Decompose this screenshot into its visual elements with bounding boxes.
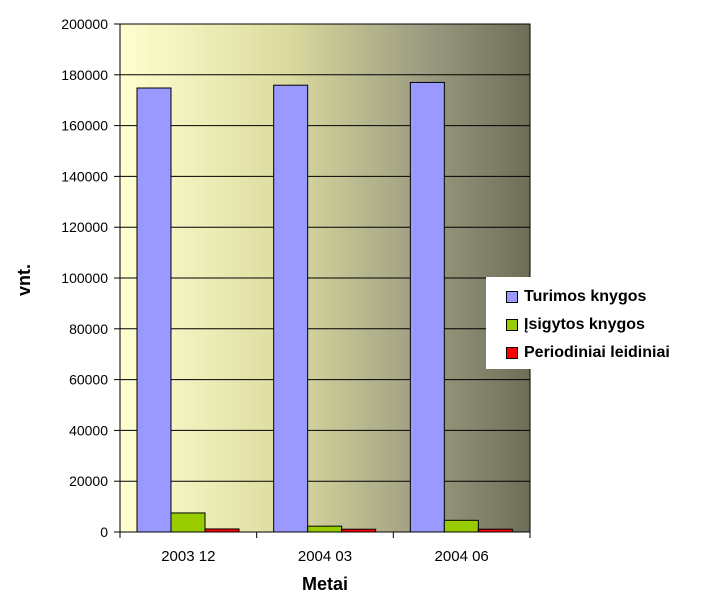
legend-item-turimos: Turimos knygos bbox=[506, 287, 646, 307]
x-axis-title: Metai bbox=[302, 574, 348, 594]
bar bbox=[273, 84, 309, 533]
bar bbox=[170, 512, 206, 533]
y-tick-label: 180000 bbox=[61, 67, 108, 83]
bar bbox=[136, 87, 172, 533]
y-tick-label: 140000 bbox=[61, 168, 108, 184]
legend-item-isigytos: Įsigytos knygos bbox=[506, 315, 645, 335]
y-tick-label: 200000 bbox=[61, 16, 108, 32]
x-tick-label: 2003 12 bbox=[161, 548, 215, 565]
legend: Turimos knygos Įsigytos knygos Periodini… bbox=[486, 277, 724, 369]
y-tick-label: 160000 bbox=[61, 118, 108, 134]
legend-item-periodiniai: Periodiniai leidiniai bbox=[506, 343, 670, 363]
legend-swatch-periodiniai bbox=[506, 347, 518, 359]
bar bbox=[443, 519, 479, 533]
y-tick-label: 80000 bbox=[69, 321, 108, 337]
legend-label: Periodiniai leidiniai bbox=[524, 344, 670, 361]
gridlines bbox=[120, 23, 530, 482]
x-tick-label: 2004 03 bbox=[298, 548, 352, 565]
y-tick-label: 40000 bbox=[69, 422, 108, 438]
x-axis-ticks: 2003 12 2004 03 2004 06 bbox=[119, 532, 531, 565]
bar bbox=[307, 525, 343, 533]
y-tick-label: 100000 bbox=[61, 270, 108, 286]
bar bbox=[409, 81, 445, 533]
y-tick-label: 120000 bbox=[61, 219, 108, 235]
legend-label: Įsigytos knygos bbox=[524, 316, 645, 333]
y-tick-label: 0 bbox=[100, 524, 108, 540]
x-tick-label: 2004 06 bbox=[435, 548, 489, 565]
legend-swatch-turimos bbox=[506, 291, 518, 303]
y-tick-label: 60000 bbox=[69, 372, 108, 388]
y-axis-ticks: 0 20000 40000 60000 80000 100000 120000 140000 1… bbox=[61, 16, 120, 540]
legend-label: Turimos knygos bbox=[524, 288, 647, 305]
y-axis-title: vnt. bbox=[14, 264, 34, 296]
legend-swatch-isigytos bbox=[506, 319, 518, 331]
bars bbox=[136, 81, 513, 533]
y-tick-label: 20000 bbox=[69, 473, 108, 489]
